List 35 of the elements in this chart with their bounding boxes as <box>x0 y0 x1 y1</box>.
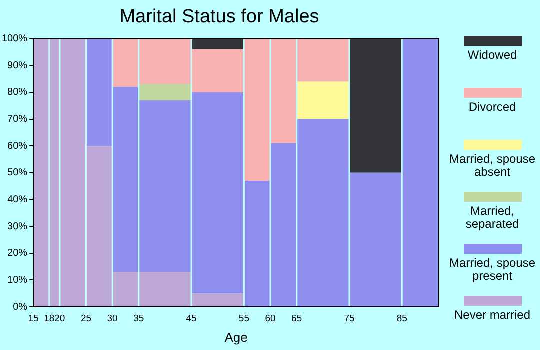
y-tick-label: 90% <box>8 60 28 72</box>
y-tick-label: 50% <box>8 168 28 179</box>
x-tick-label: 25 <box>80 313 92 324</box>
x-tick-label: 15 <box>28 313 39 324</box>
bar <box>350 38 402 173</box>
legend-label: Married, spouse present <box>448 256 537 283</box>
x-tick-label: 35 <box>134 313 144 324</box>
y-tick-label: 20% <box>8 248 28 260</box>
y-tick-label: 70% <box>8 114 28 126</box>
legend-label: Widowed <box>468 48 518 62</box>
y-tick-label: 40% <box>8 194 28 206</box>
x-tick-label: 20 <box>54 313 66 324</box>
legend-label: Divorced <box>468 100 516 114</box>
x-tick-label: 30 <box>107 313 118 324</box>
legend-label: Married, separated <box>464 204 520 231</box>
y-tick-label: 0% <box>13 302 28 313</box>
y-tick-label: 60% <box>8 140 28 152</box>
y-tick-label: 10% <box>8 274 28 286</box>
y-tick-label: 100% <box>2 34 28 45</box>
x-axis-title: Age <box>224 330 248 345</box>
x-tick-label: 85 <box>396 313 408 324</box>
legend-label: Married, spouse absent <box>448 152 537 179</box>
x-tick-label: 45 <box>186 313 197 324</box>
y-tick-label: 30% <box>8 221 28 232</box>
bar <box>140 84 191 100</box>
legend-label: Never married <box>454 308 531 322</box>
x-tick-label: 55 <box>238 313 250 324</box>
bar <box>192 38 244 50</box>
x-tick-label: 65 <box>292 313 302 324</box>
bar <box>298 82 349 120</box>
y-tick-label: 80% <box>8 87 28 98</box>
chart-title: Marital Status for Males <box>120 6 320 28</box>
x-tick-label: 18 <box>44 313 55 324</box>
x-tick-label: 60 <box>265 313 276 324</box>
x-tick-label: 75 <box>344 313 355 324</box>
